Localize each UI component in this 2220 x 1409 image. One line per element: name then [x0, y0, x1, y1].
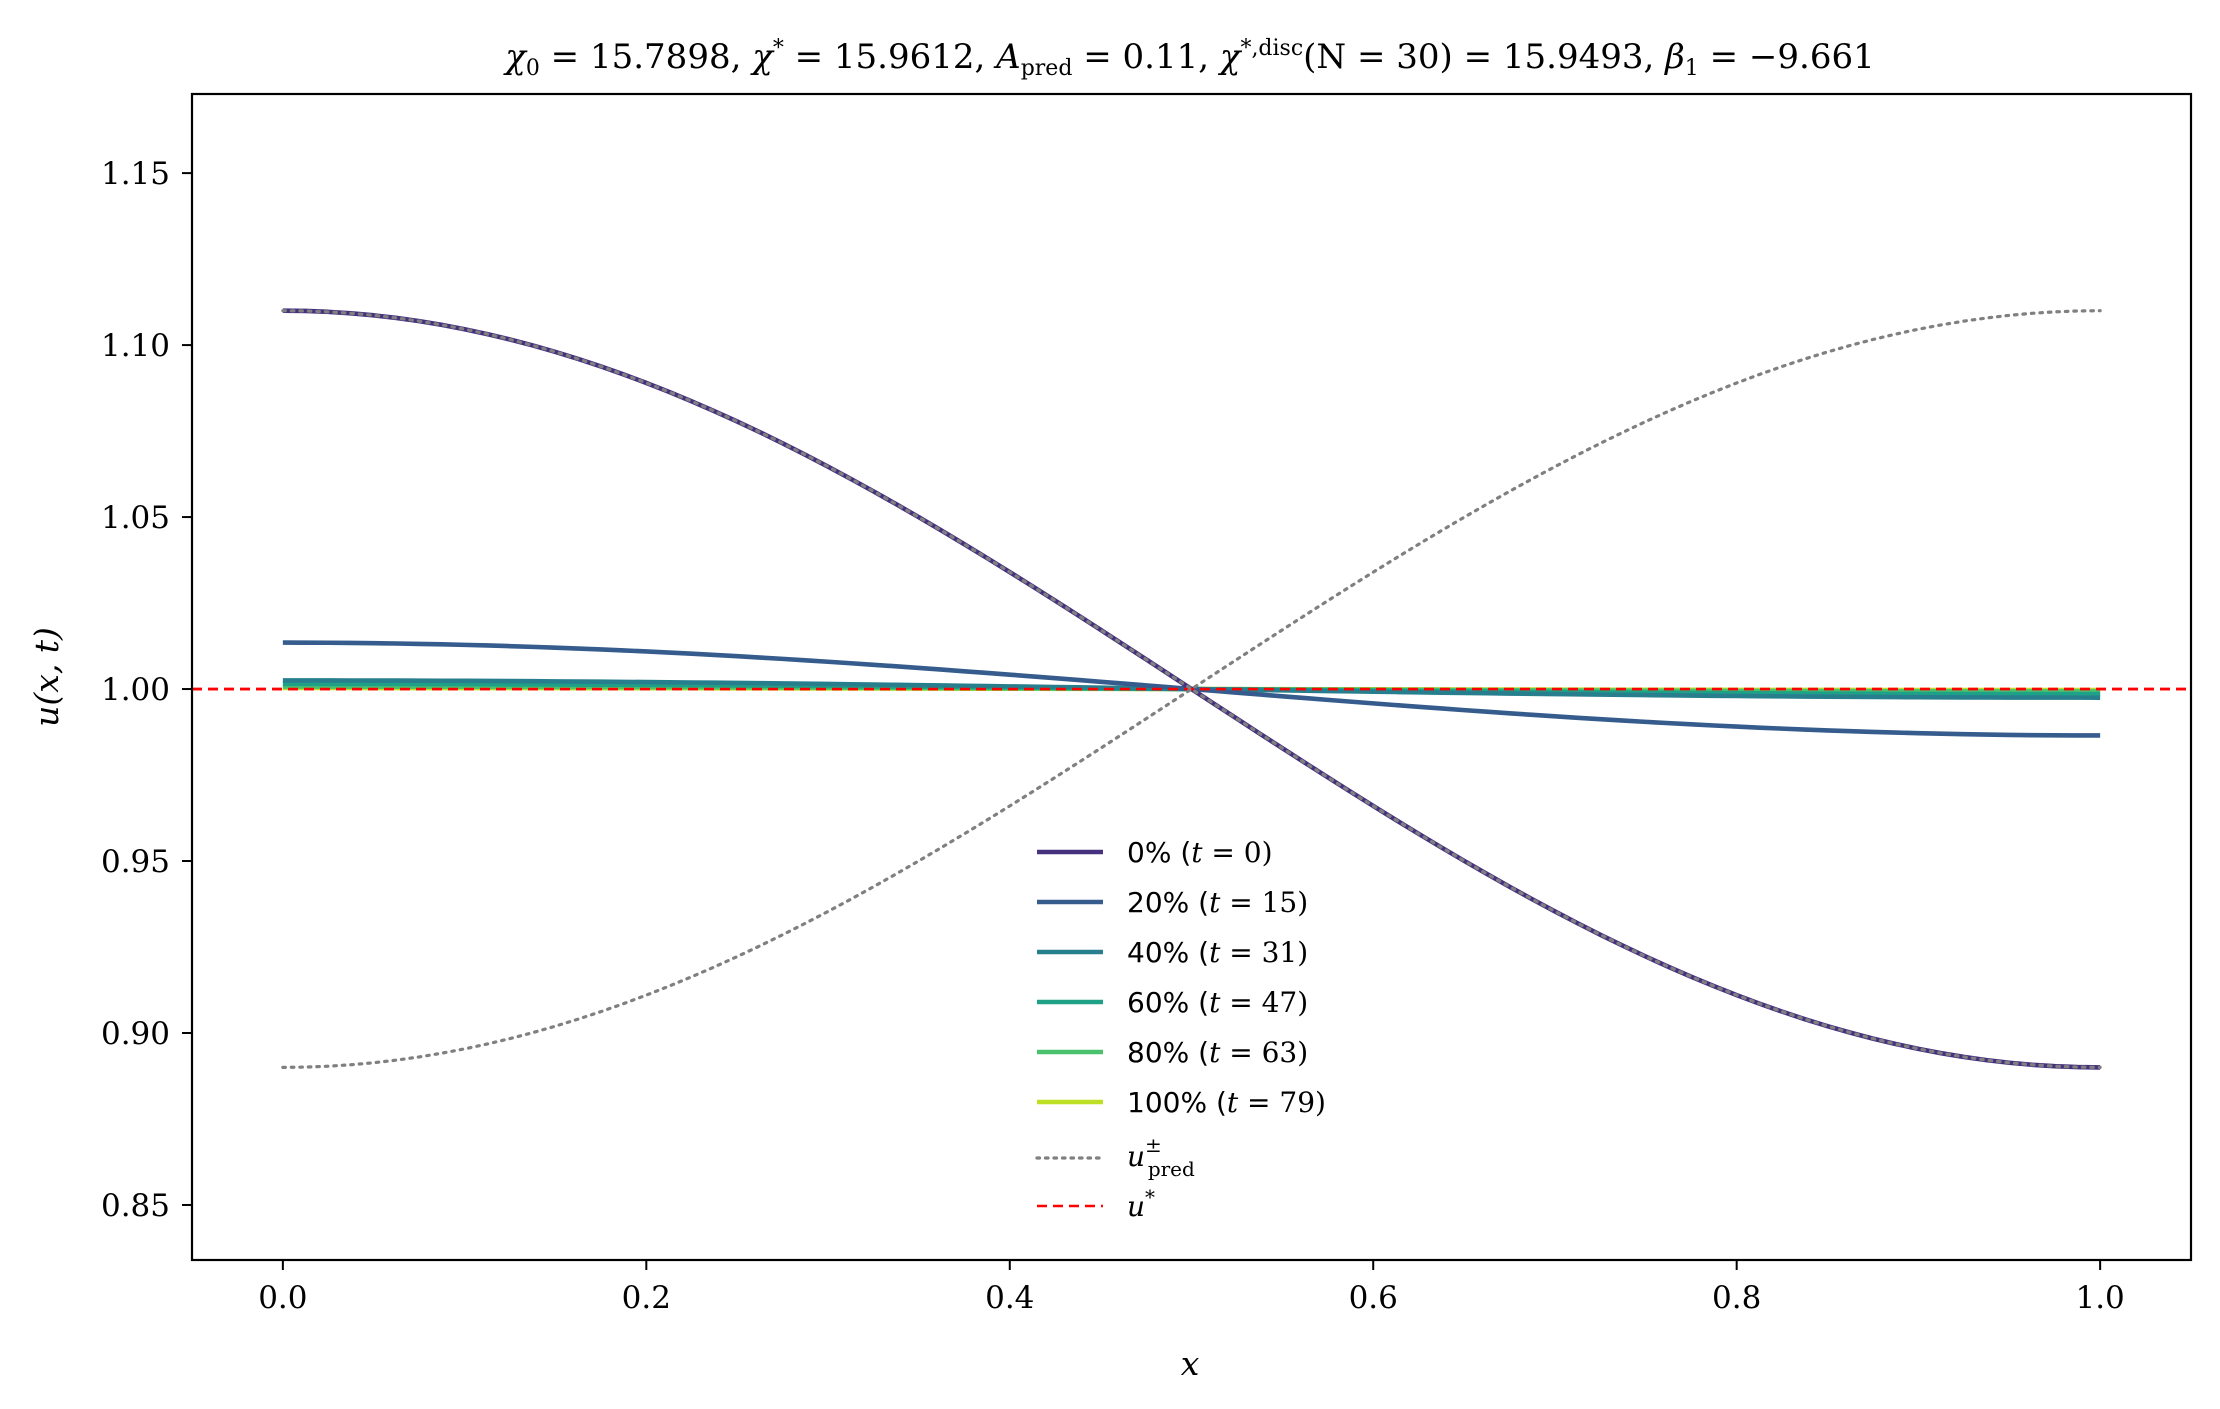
x-tick-label: 1.0 — [2075, 1280, 2124, 1316]
axes-frame — [190, 92, 2193, 1262]
y-tick-label: 1.15 — [101, 156, 170, 192]
y-tick-label: 1.00 — [101, 672, 170, 708]
series-layer — [192, 308, 2191, 1070]
x-axis-label: x — [1181, 1344, 1200, 1383]
legend-label-4: 80% (t = 63) — [1127, 1036, 1308, 1069]
legend-label-5: 100% (t = 79) — [1127, 1086, 1326, 1119]
axis-ticks: 0.0 0.2 0.4 0.6 0.8 1.0 0.85 0.90 0.95 1.00 1.05 1.… — [101, 156, 2125, 1316]
y-tick-label: 1.10 — [101, 328, 170, 364]
y-tick-label: 0.85 — [101, 1188, 170, 1224]
y-tick-label: 0.90 — [101, 1016, 170, 1052]
x-tick-label: 0.2 — [622, 1280, 671, 1316]
pred-curve-0 — [281, 309, 2102, 1069]
y-tick-label: 1.05 — [101, 500, 170, 536]
legend-label-ref: u* — [1127, 1185, 1155, 1223]
legend-label-1: 20% (t = 15) — [1127, 886, 1308, 919]
legend-label-3: 60% (t = 47) — [1127, 986, 1308, 1019]
legend-label-0: 0% (t = 0) — [1127, 836, 1273, 869]
legend-frame — [1020, 822, 1360, 1242]
x-tick-label: 0.0 — [258, 1280, 307, 1316]
y-axis-label: u(x, t) — [27, 627, 66, 727]
x-tick-label: 0.4 — [985, 1280, 1034, 1316]
legend-label-pred: u± pred — [1127, 1133, 1195, 1181]
legend-label-2: 40% (t = 31) — [1127, 936, 1308, 969]
pred-curve-1 — [281, 309, 2102, 1069]
x-tick-label: 0.6 — [1349, 1280, 1398, 1316]
y-tick-label: 0.95 — [101, 844, 170, 880]
legend: 0% (t = 0) 20% (t = 15) 40% (t = 31) 60% (t… — [1020, 822, 1360, 1242]
chart-title: χ0 = 15.7898, χ* = 15.9612, Apred = 0.11… — [503, 36, 1874, 81]
x-tick-label: 0.8 — [1712, 1280, 1761, 1316]
